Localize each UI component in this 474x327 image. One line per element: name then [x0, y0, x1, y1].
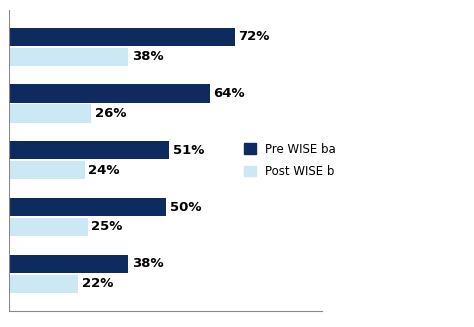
Text: 22%: 22%	[82, 277, 113, 290]
Text: 51%: 51%	[173, 144, 204, 157]
Bar	[9, 198, 166, 216]
Bar	[9, 48, 128, 66]
Bar	[9, 141, 169, 159]
Text: 38%: 38%	[132, 50, 164, 63]
Bar	[9, 161, 84, 179]
Text: 26%: 26%	[95, 107, 126, 120]
Text: 64%: 64%	[213, 87, 245, 100]
Text: 72%: 72%	[238, 30, 270, 43]
Text: 38%: 38%	[132, 257, 164, 270]
Text: 24%: 24%	[88, 164, 120, 177]
Bar	[9, 84, 210, 103]
Bar	[9, 255, 128, 273]
Bar	[9, 218, 88, 236]
Text: 50%: 50%	[170, 200, 201, 214]
Bar	[9, 28, 235, 46]
Legend: Pre WISE ba, Post WISE b: Pre WISE ba, Post WISE b	[241, 139, 340, 181]
Bar	[9, 104, 91, 123]
Bar	[9, 275, 78, 293]
Text: 25%: 25%	[91, 220, 123, 233]
